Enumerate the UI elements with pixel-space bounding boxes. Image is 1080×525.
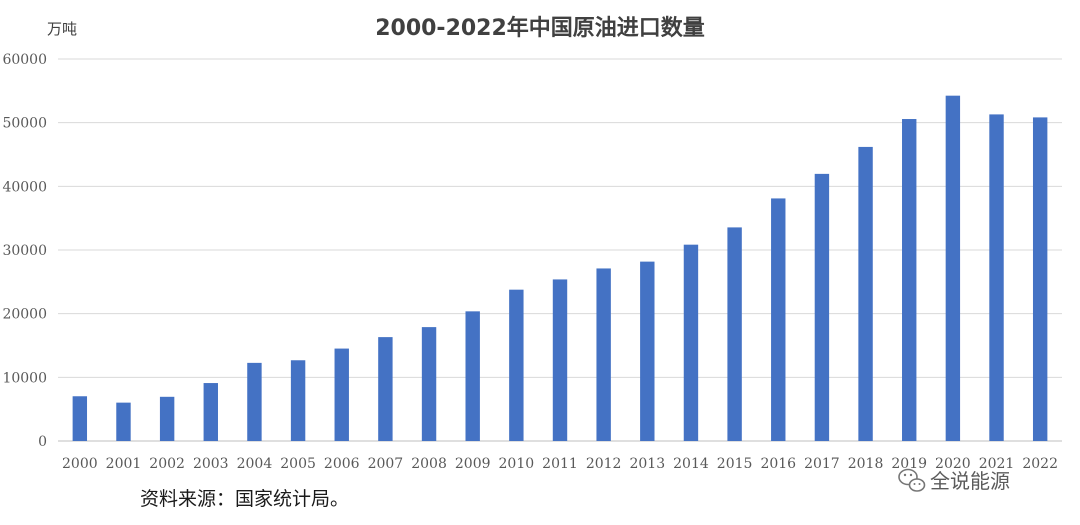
bar-2021 bbox=[989, 114, 1004, 441]
x-tick-label: 2022 bbox=[1022, 456, 1058, 472]
y-axis-ticks: 0 10000 20000 30000 40000 50000 60000 bbox=[2, 52, 47, 450]
bar-2008 bbox=[421, 327, 437, 441]
bar-2022 bbox=[1032, 117, 1048, 441]
bar-2002 bbox=[159, 396, 175, 441]
watermark-label: 全说能源 bbox=[930, 469, 1010, 493]
x-tick-label: 2011 bbox=[542, 456, 578, 472]
bar-2013 bbox=[640, 261, 655, 441]
x-tick-label: 2001 bbox=[106, 456, 142, 472]
x-tick-label: 2010 bbox=[499, 456, 535, 472]
x-tick-label: 2007 bbox=[368, 456, 404, 472]
bar-2000 bbox=[72, 396, 88, 441]
bar-2004 bbox=[247, 362, 262, 441]
x-tick-label: 2017 bbox=[804, 456, 840, 472]
x-tick-label: 2014 bbox=[673, 456, 709, 472]
bar-2012 bbox=[596, 268, 611, 441]
bar-2010 bbox=[509, 289, 524, 441]
watermark: 全说能源 bbox=[898, 468, 1010, 493]
y-tick-label: 20000 bbox=[2, 307, 47, 323]
bar-2006 bbox=[334, 348, 349, 441]
x-tick-label: 2019 bbox=[891, 456, 927, 472]
x-tick-label: 2016 bbox=[760, 456, 796, 472]
y-axis-unit-label: 万吨 bbox=[47, 20, 77, 38]
x-tick-label: 2015 bbox=[717, 456, 753, 472]
bar-2018 bbox=[858, 146, 873, 442]
y-tick-label: 30000 bbox=[2, 243, 47, 259]
x-tick-label: 2013 bbox=[629, 456, 665, 472]
x-tick-label: 2012 bbox=[586, 456, 622, 472]
bar-2003 bbox=[203, 383, 218, 441]
x-tick-label: 2003 bbox=[193, 456, 229, 472]
bar-2017 bbox=[814, 173, 830, 441]
x-tick-label: 2009 bbox=[455, 456, 491, 472]
y-tick-label: 0 bbox=[38, 434, 47, 450]
x-tick-label: 2004 bbox=[237, 456, 273, 472]
bar-2014 bbox=[683, 244, 699, 441]
x-tick-label: 2021 bbox=[979, 456, 1015, 472]
x-tick-label: 2008 bbox=[411, 456, 447, 472]
bars bbox=[72, 95, 1048, 442]
x-tick-label: 2005 bbox=[280, 456, 316, 472]
y-tick-label: 10000 bbox=[2, 370, 47, 386]
x-tick-label: 2020 bbox=[935, 456, 971, 472]
x-axis-ticks: 2000 2001 2002 2003 2004 2005 2006 2007 2008 2009… bbox=[62, 456, 1058, 472]
x-tick-label: 2000 bbox=[62, 456, 98, 472]
bar-2020 bbox=[945, 95, 961, 441]
bar-2001 bbox=[116, 402, 131, 441]
bar-2019 bbox=[902, 119, 917, 441]
bar-2009 bbox=[465, 311, 480, 441]
chart-title: 2000-2022年中国原油进口数量 bbox=[375, 15, 705, 41]
y-tick-label: 50000 bbox=[2, 116, 47, 132]
y-tick-label: 60000 bbox=[2, 52, 47, 68]
y-tick-label: 40000 bbox=[2, 179, 47, 195]
source-note: 资料来源：国家统计局。 bbox=[140, 488, 349, 510]
bar-2005 bbox=[290, 360, 306, 441]
x-tick-label: 2002 bbox=[149, 456, 185, 472]
bar-2016 bbox=[771, 198, 786, 441]
x-tick-label: 2018 bbox=[848, 456, 884, 472]
bar-2007 bbox=[378, 337, 393, 441]
wechat-icon bbox=[898, 468, 926, 492]
bar-2015 bbox=[727, 227, 742, 441]
x-tick-label: 2006 bbox=[324, 456, 360, 472]
bar-2011 bbox=[552, 279, 568, 441]
